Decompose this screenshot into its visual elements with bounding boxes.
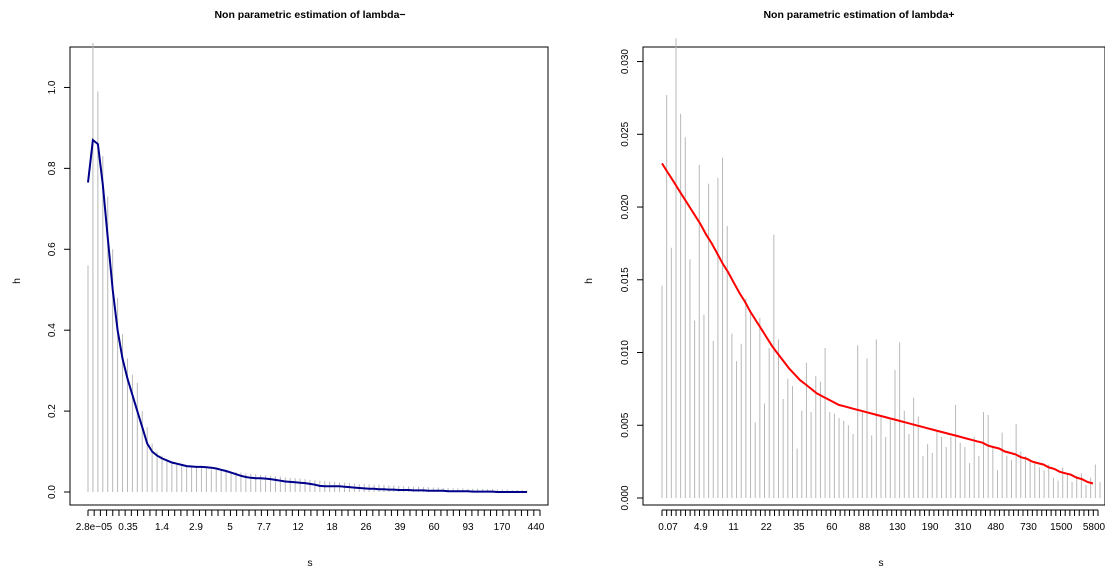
plot-frame	[69, 46, 549, 506]
x-axis-label: s	[307, 557, 312, 569]
y-tick-label: 0.005	[620, 412, 631, 437]
x-tick-label: 130	[889, 522, 906, 533]
smoothed-curve	[87, 138, 527, 493]
y-axis-label: h	[583, 278, 595, 284]
x-tick-label: 93	[462, 522, 474, 533]
x-axis: 2.8e−05 0.35 1.4 2.9 5 7.7 12 18 26 39 60 93 170 440	[76, 509, 545, 533]
y-tick-label: 1.0	[47, 80, 58, 94]
plot-frame	[642, 46, 1105, 506]
y-axis-label: h	[11, 278, 23, 284]
x-tick-label: 2.8e−05	[76, 522, 113, 533]
chart-lambda-minus: Non parametric estimation of lambda− s h…	[11, 9, 549, 569]
x-tick-label: 88	[859, 522, 871, 533]
x-tick-label: 26	[360, 522, 372, 533]
x-axis-label: s	[878, 557, 883, 569]
y-axis: 0.000 0.005 0.010 0.015 0.020 0.025 0.030	[620, 49, 644, 511]
y-tick-label: 0.030	[620, 49, 631, 74]
y-tick-label: 0.8	[47, 161, 58, 175]
bar-group	[661, 38, 1101, 498]
x-tick-label: 440	[528, 522, 545, 533]
x-tick-label: 0.07	[658, 522, 678, 533]
y-tick-label: 0.010	[620, 340, 631, 365]
x-tick-label: 39	[394, 522, 406, 533]
x-tick-label: 1500	[1050, 522, 1073, 533]
x-tick-label: 11	[728, 522, 739, 533]
x-tick-label: 35	[794, 522, 806, 533]
smoothed-curve	[661, 162, 1094, 485]
y-tick-label: 0.020	[620, 194, 631, 219]
y-tick-label: 0.000	[620, 485, 631, 510]
x-axis: 0.07 4.9 11 22 35 60 88 130 190 310 480 730 1500 5800	[658, 509, 1105, 533]
x-tick-label: 60	[428, 522, 440, 533]
x-tick-label: 170	[494, 522, 511, 533]
x-tick-label: 0.35	[118, 522, 138, 533]
x-tick-label: 2.9	[189, 522, 203, 533]
x-tick-label: 1.4	[155, 522, 169, 533]
y-tick-label: 0.2	[47, 404, 58, 418]
chart-lambda-plus: Non parametric estimation of lambda+ s h…	[583, 9, 1105, 569]
x-tick-label: 480	[987, 522, 1004, 533]
x-tick-label: 18	[326, 522, 338, 533]
x-tick-label: 12	[292, 522, 304, 533]
x-tick-label: 22	[761, 522, 773, 533]
y-tick-label: 0.4	[47, 323, 58, 337]
y-tick-label: 0.025	[620, 121, 631, 146]
x-tick-label: 7.7	[257, 522, 271, 533]
x-tick-label: 60	[826, 522, 838, 533]
y-tick-label: 0.6	[47, 242, 58, 256]
y-tick-label: 0.0	[47, 485, 58, 499]
x-tick-label: 5800	[1083, 522, 1105, 533]
chart-title: Non parametric estimation of lambda−	[214, 9, 405, 21]
x-tick-label: 730	[1020, 522, 1037, 533]
x-tick-label: 4.9	[694, 522, 708, 533]
y-axis: 0.0 0.2 0.4 0.6 0.8 1.0	[47, 80, 71, 499]
bar-group	[87, 42, 528, 492]
y-tick-label: 0.015	[620, 267, 631, 292]
chart-title: Non parametric estimation of lambda+	[763, 9, 954, 21]
x-tick-label: 310	[955, 522, 972, 533]
x-tick-label: 5	[227, 522, 233, 533]
x-tick-label: 190	[922, 522, 939, 533]
